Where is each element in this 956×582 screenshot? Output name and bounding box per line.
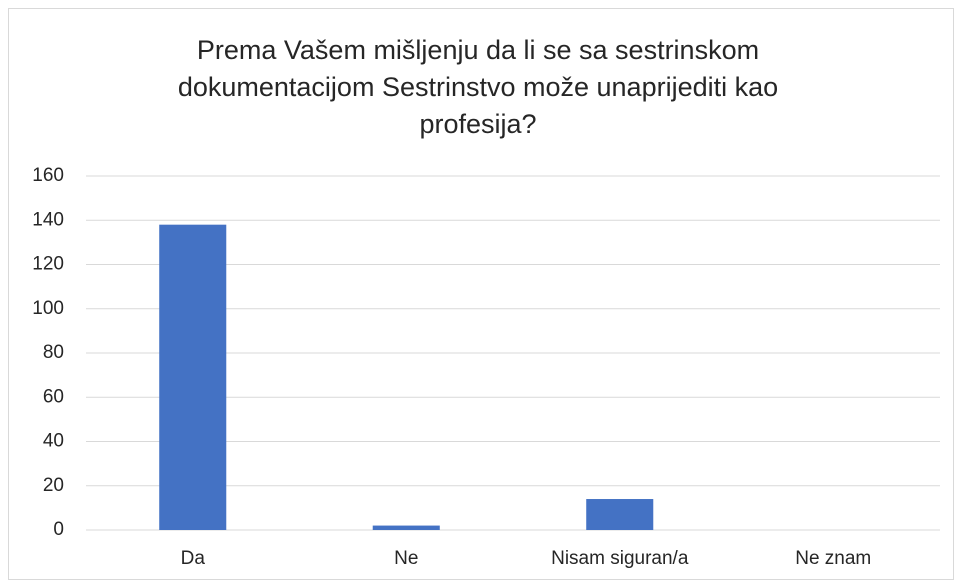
bar xyxy=(586,499,654,530)
y-tick-label: 120 xyxy=(32,254,64,275)
y-tick-label: 80 xyxy=(43,342,64,363)
chart-frame xyxy=(8,8,954,580)
y-tick-label: 40 xyxy=(43,431,64,452)
x-tick-label: Ne znam xyxy=(795,548,871,569)
chart-title: Prema Vašem mišljenju da li se sa sestri… xyxy=(177,35,779,139)
bar xyxy=(372,525,440,530)
y-tick-label: 0 xyxy=(53,519,64,540)
y-tick-label: 140 xyxy=(32,209,64,230)
y-tick-label: 20 xyxy=(43,475,64,496)
y-tick-label: 100 xyxy=(32,298,64,319)
x-tick-label: Ne xyxy=(394,548,418,569)
y-tick-label: 60 xyxy=(43,386,64,407)
x-tick-label: Da xyxy=(181,548,206,569)
y-tick-label: 160 xyxy=(32,165,64,186)
bar xyxy=(159,224,227,531)
x-tick-label: Nisam siguran/a xyxy=(551,548,689,569)
